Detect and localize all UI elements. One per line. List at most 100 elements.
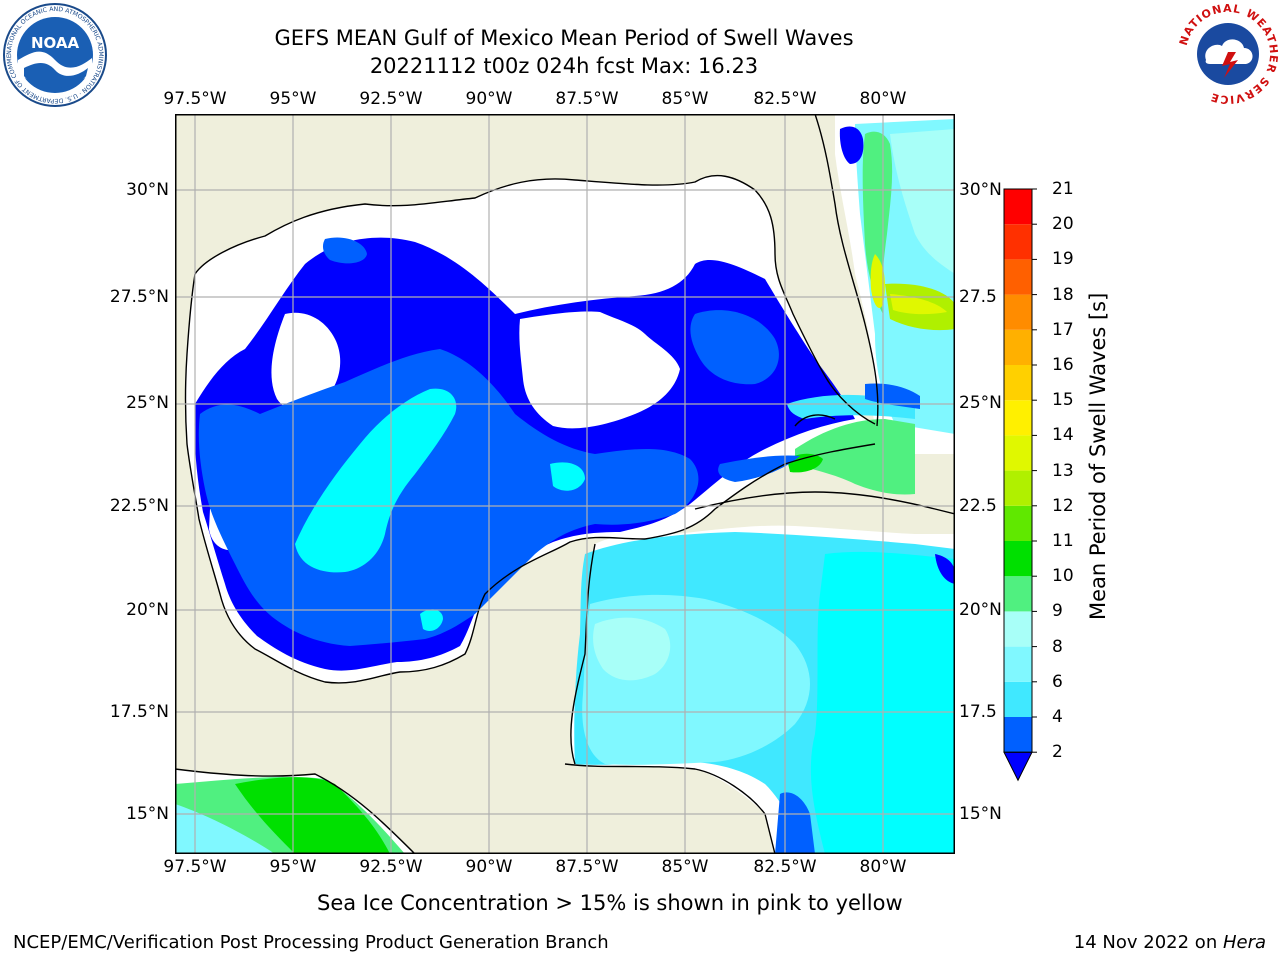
colorbar-label: 15 bbox=[1052, 390, 1074, 411]
noaa-logo: NATIONAL OCEANIC AND ATMOSPHERIC ADMINIS… bbox=[2, 2, 107, 107]
lat-label-left: 30°N bbox=[126, 180, 169, 200]
graticule bbox=[175, 114, 955, 854]
colorbar-segment bbox=[1004, 646, 1032, 682]
colorbar-segment bbox=[1004, 681, 1032, 717]
lat-label-right: 25°N bbox=[959, 393, 1002, 413]
lat-label-left: 27.5°N bbox=[109, 287, 169, 307]
colorbar-label: 20 bbox=[1052, 214, 1074, 235]
map-title: GEFS MEAN Gulf of Mexico Mean Period of … bbox=[274, 26, 854, 50]
footer-date: 14 Nov 2022 on Hera bbox=[1074, 932, 1266, 953]
colorbar-segment bbox=[1004, 576, 1032, 612]
colorbar-segment bbox=[1004, 259, 1032, 295]
map-frame bbox=[175, 114, 955, 854]
swell-band-2-4s bbox=[690, 310, 779, 385]
svg-text:NOAA: NOAA bbox=[31, 34, 80, 52]
colorbar-segment bbox=[1004, 470, 1032, 506]
straits-swell-2-4s bbox=[865, 383, 920, 409]
lon-label-top: 90°W bbox=[465, 89, 513, 109]
colorbar-label: 14 bbox=[1052, 425, 1074, 446]
lat-label-left: 17.5°N bbox=[109, 702, 169, 722]
nws-logo: NATIONAL WEATHER SERVICE bbox=[1177, 2, 1279, 106]
atlantic-swell-13-14s bbox=[870, 254, 885, 309]
pacific-swell-10-11s bbox=[235, 777, 390, 854]
colorbar-segment bbox=[1004, 224, 1032, 260]
swell-band-2-4s bbox=[322, 237, 367, 264]
colorbar-segment bbox=[1004, 717, 1032, 753]
lat-label-left: 22.5°N bbox=[109, 496, 169, 516]
colorbar-segment bbox=[1004, 541, 1032, 577]
colorbar-segment bbox=[1004, 400, 1032, 436]
lat-label-right: 20°N bbox=[959, 600, 1002, 620]
swell-band-4-6s bbox=[420, 609, 443, 631]
lon-label-bottom: 80°W bbox=[859, 857, 907, 877]
atlantic-swell-under-2s bbox=[839, 126, 864, 164]
lon-label-top: 87.5°W bbox=[555, 89, 619, 109]
colorbar-segment bbox=[1004, 435, 1032, 471]
atlantic-swell-9-10s bbox=[862, 131, 893, 314]
gulf-of-mexico-map bbox=[175, 114, 955, 854]
lon-label-top: 97.5°W bbox=[163, 89, 227, 109]
caribbean-swell-under-2s bbox=[935, 554, 955, 584]
lon-label-bottom: 87.5°W bbox=[555, 857, 619, 877]
colorbar-label: 11 bbox=[1052, 531, 1074, 551]
lon-label-bottom: 85°W bbox=[661, 857, 709, 877]
colorbar-under-extension bbox=[1003, 751, 1033, 782]
lon-label-bottom: 92.5°W bbox=[359, 857, 423, 877]
swell-band-4-6s bbox=[295, 388, 457, 573]
lat-label-left: 15°N bbox=[126, 804, 169, 824]
lon-label-top: 82.5°W bbox=[753, 89, 817, 109]
lon-label-bottom: 82.5°W bbox=[753, 857, 817, 877]
swell-band-4-6s bbox=[550, 462, 585, 491]
colorbar-label: 12 bbox=[1052, 495, 1074, 516]
colorbar-segment bbox=[1004, 611, 1032, 647]
no-data-patch bbox=[271, 312, 341, 411]
colorbar-label: 16 bbox=[1052, 355, 1074, 375]
colorbar-label: 2 bbox=[1052, 742, 1063, 763]
lat-label-right: 22.5 bbox=[959, 496, 997, 516]
lat-label-left: 20°N bbox=[126, 600, 169, 620]
lon-label-bottom: 97.5°W bbox=[163, 857, 227, 877]
lat-label-right: 17.5 bbox=[959, 702, 997, 722]
colorbar-title: Mean Period of Swell Waves [s] bbox=[1086, 292, 1110, 620]
lon-label-top: 80°W bbox=[859, 89, 907, 109]
atlantic-swell-8-9s bbox=[890, 129, 955, 274]
colorbar-label: 21 bbox=[1052, 179, 1074, 199]
colorbar-label: 4 bbox=[1052, 707, 1063, 727]
lat-label-right: 15°N bbox=[959, 804, 1002, 824]
colorbar bbox=[1003, 188, 1037, 782]
caribbean-swell-8-9s bbox=[593, 617, 671, 681]
lon-label-top: 85°W bbox=[661, 89, 709, 109]
colorbar-segment bbox=[1004, 365, 1032, 401]
lon-label-bottom: 95°W bbox=[269, 857, 317, 877]
colorbar-segment bbox=[1004, 189, 1032, 225]
colorbar-segment bbox=[1004, 505, 1032, 541]
lat-label-left: 25°N bbox=[126, 393, 169, 413]
lon-label-top: 95°W bbox=[269, 89, 317, 109]
colorbar-label: 8 bbox=[1052, 636, 1063, 657]
colorbar-label: 19 bbox=[1052, 249, 1074, 270]
lat-label-right: 30°N bbox=[959, 180, 1002, 200]
colorbar-label: 9 bbox=[1052, 601, 1063, 622]
no-data-patch bbox=[519, 311, 680, 429]
map-subtitle: 20221112 t00z 024h fcst Max: 16.23 bbox=[369, 54, 759, 78]
lat-label-right: 27.5 bbox=[959, 287, 997, 307]
pacific-swell-6-8s bbox=[175, 804, 275, 854]
colorbar-label: 17 bbox=[1052, 319, 1074, 340]
colorbar-label: 10 bbox=[1052, 566, 1074, 587]
footer-date-text: 14 Nov 2022 on bbox=[1073, 932, 1223, 953]
footer-credit: NCEP/EMC/Verification Post Processing Pr… bbox=[13, 932, 609, 953]
swell-band-2-4s bbox=[198, 349, 699, 646]
colorbar-segment bbox=[1004, 294, 1032, 330]
lon-label-bottom: 90°W bbox=[465, 857, 513, 877]
straits-swell-2-4s bbox=[718, 455, 800, 482]
atlantic-swell-13-14s bbox=[890, 294, 947, 315]
colorbar-segment bbox=[1004, 329, 1032, 365]
lon-label-top: 92.5°W bbox=[359, 89, 423, 109]
colorbar-label: 18 bbox=[1052, 284, 1074, 305]
coastlines bbox=[175, 114, 955, 854]
footer-machine: Hera bbox=[1222, 932, 1266, 953]
colorbar-label: 13 bbox=[1052, 460, 1074, 481]
colorbar-label: 6 bbox=[1052, 671, 1063, 692]
sea-ice-note: Sea Ice Concentration > 15% is shown in … bbox=[317, 891, 903, 915]
straits-swell-9-10s bbox=[795, 419, 915, 495]
